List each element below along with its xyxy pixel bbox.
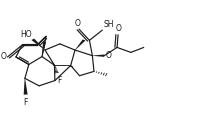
Text: O: O — [115, 24, 120, 33]
Polygon shape — [31, 39, 45, 50]
Polygon shape — [74, 39, 85, 50]
Text: O: O — [75, 19, 81, 28]
Text: HO: HO — [20, 30, 32, 39]
Text: F: F — [23, 98, 28, 107]
Polygon shape — [24, 78, 27, 95]
Text: O: O — [1, 53, 6, 61]
Text: F: F — [57, 76, 62, 85]
Polygon shape — [42, 42, 46, 57]
Polygon shape — [92, 54, 104, 57]
Text: O: O — [105, 51, 111, 60]
Text: SH: SH — [103, 20, 114, 29]
